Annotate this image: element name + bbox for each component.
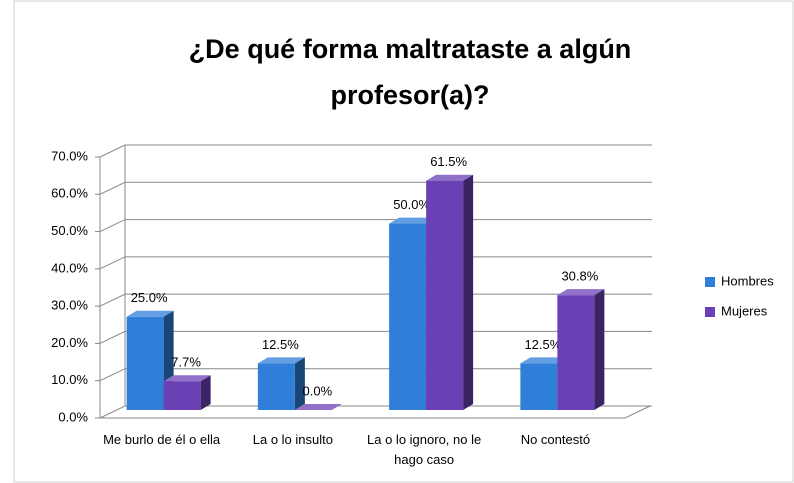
data-label: 30.8% xyxy=(561,269,598,284)
grid-line xyxy=(99,181,652,195)
x-tick-label: La o lo insulto xyxy=(252,432,333,447)
grid-line xyxy=(99,405,652,419)
chart-border xyxy=(13,0,794,483)
grid-line xyxy=(99,330,652,344)
grid-line xyxy=(99,144,652,158)
bar-top xyxy=(163,375,211,382)
legend-label: Mujeres xyxy=(721,303,768,318)
bar xyxy=(257,363,295,410)
y-tick-label: 40.0% xyxy=(51,260,88,275)
data-label: 12.5% xyxy=(524,337,561,352)
data-label: 25.0% xyxy=(131,290,168,305)
x-tick-label: No contestó xyxy=(520,432,591,447)
y-tick-label: 0.0% xyxy=(58,409,88,424)
bar xyxy=(163,381,201,410)
legend-swatch xyxy=(705,307,715,317)
y-tick-label: 70.0% xyxy=(51,148,88,163)
data-label: 7.7% xyxy=(171,355,201,370)
grid-line xyxy=(99,219,652,233)
bar-side xyxy=(594,289,605,410)
data-label: 50.0% xyxy=(393,197,430,212)
y-tick-label: 20.0% xyxy=(51,335,88,350)
data-label: 0.0% xyxy=(303,383,333,398)
legend-swatch xyxy=(705,277,715,287)
bar-side xyxy=(294,357,305,410)
y-tick-label: 10.0% xyxy=(51,372,88,387)
y-tick-label: 60.0% xyxy=(51,186,88,201)
x-tick-label: Me burlo de él o ella xyxy=(103,432,221,447)
bar-top xyxy=(426,174,474,181)
bar-top xyxy=(520,357,568,364)
floor xyxy=(100,405,651,419)
data-label: 61.5% xyxy=(430,154,467,169)
bar-top xyxy=(294,404,342,410)
x-tick-label: La o lo ignoro, no le hago caso xyxy=(367,432,482,467)
grid-line xyxy=(99,256,652,270)
y-tick-label: 30.0% xyxy=(51,298,88,313)
chart-title: ¿De qué forma maltrataste a algún profes… xyxy=(188,34,632,110)
bar xyxy=(520,363,558,410)
bar xyxy=(126,316,164,410)
bar xyxy=(389,223,427,410)
data-label: 12.5% xyxy=(262,337,299,352)
bar-side xyxy=(463,174,474,410)
y-tick-label: 50.0% xyxy=(51,223,88,238)
bar xyxy=(426,180,464,410)
bar-side xyxy=(200,375,211,410)
bar xyxy=(557,295,595,410)
grid-line xyxy=(99,293,652,307)
legend-label: Hombres xyxy=(721,273,774,288)
bar-top xyxy=(557,289,605,296)
bar-top xyxy=(257,357,305,364)
bar-top xyxy=(389,217,437,224)
grid-line xyxy=(99,368,652,382)
bar-top xyxy=(126,310,174,317)
